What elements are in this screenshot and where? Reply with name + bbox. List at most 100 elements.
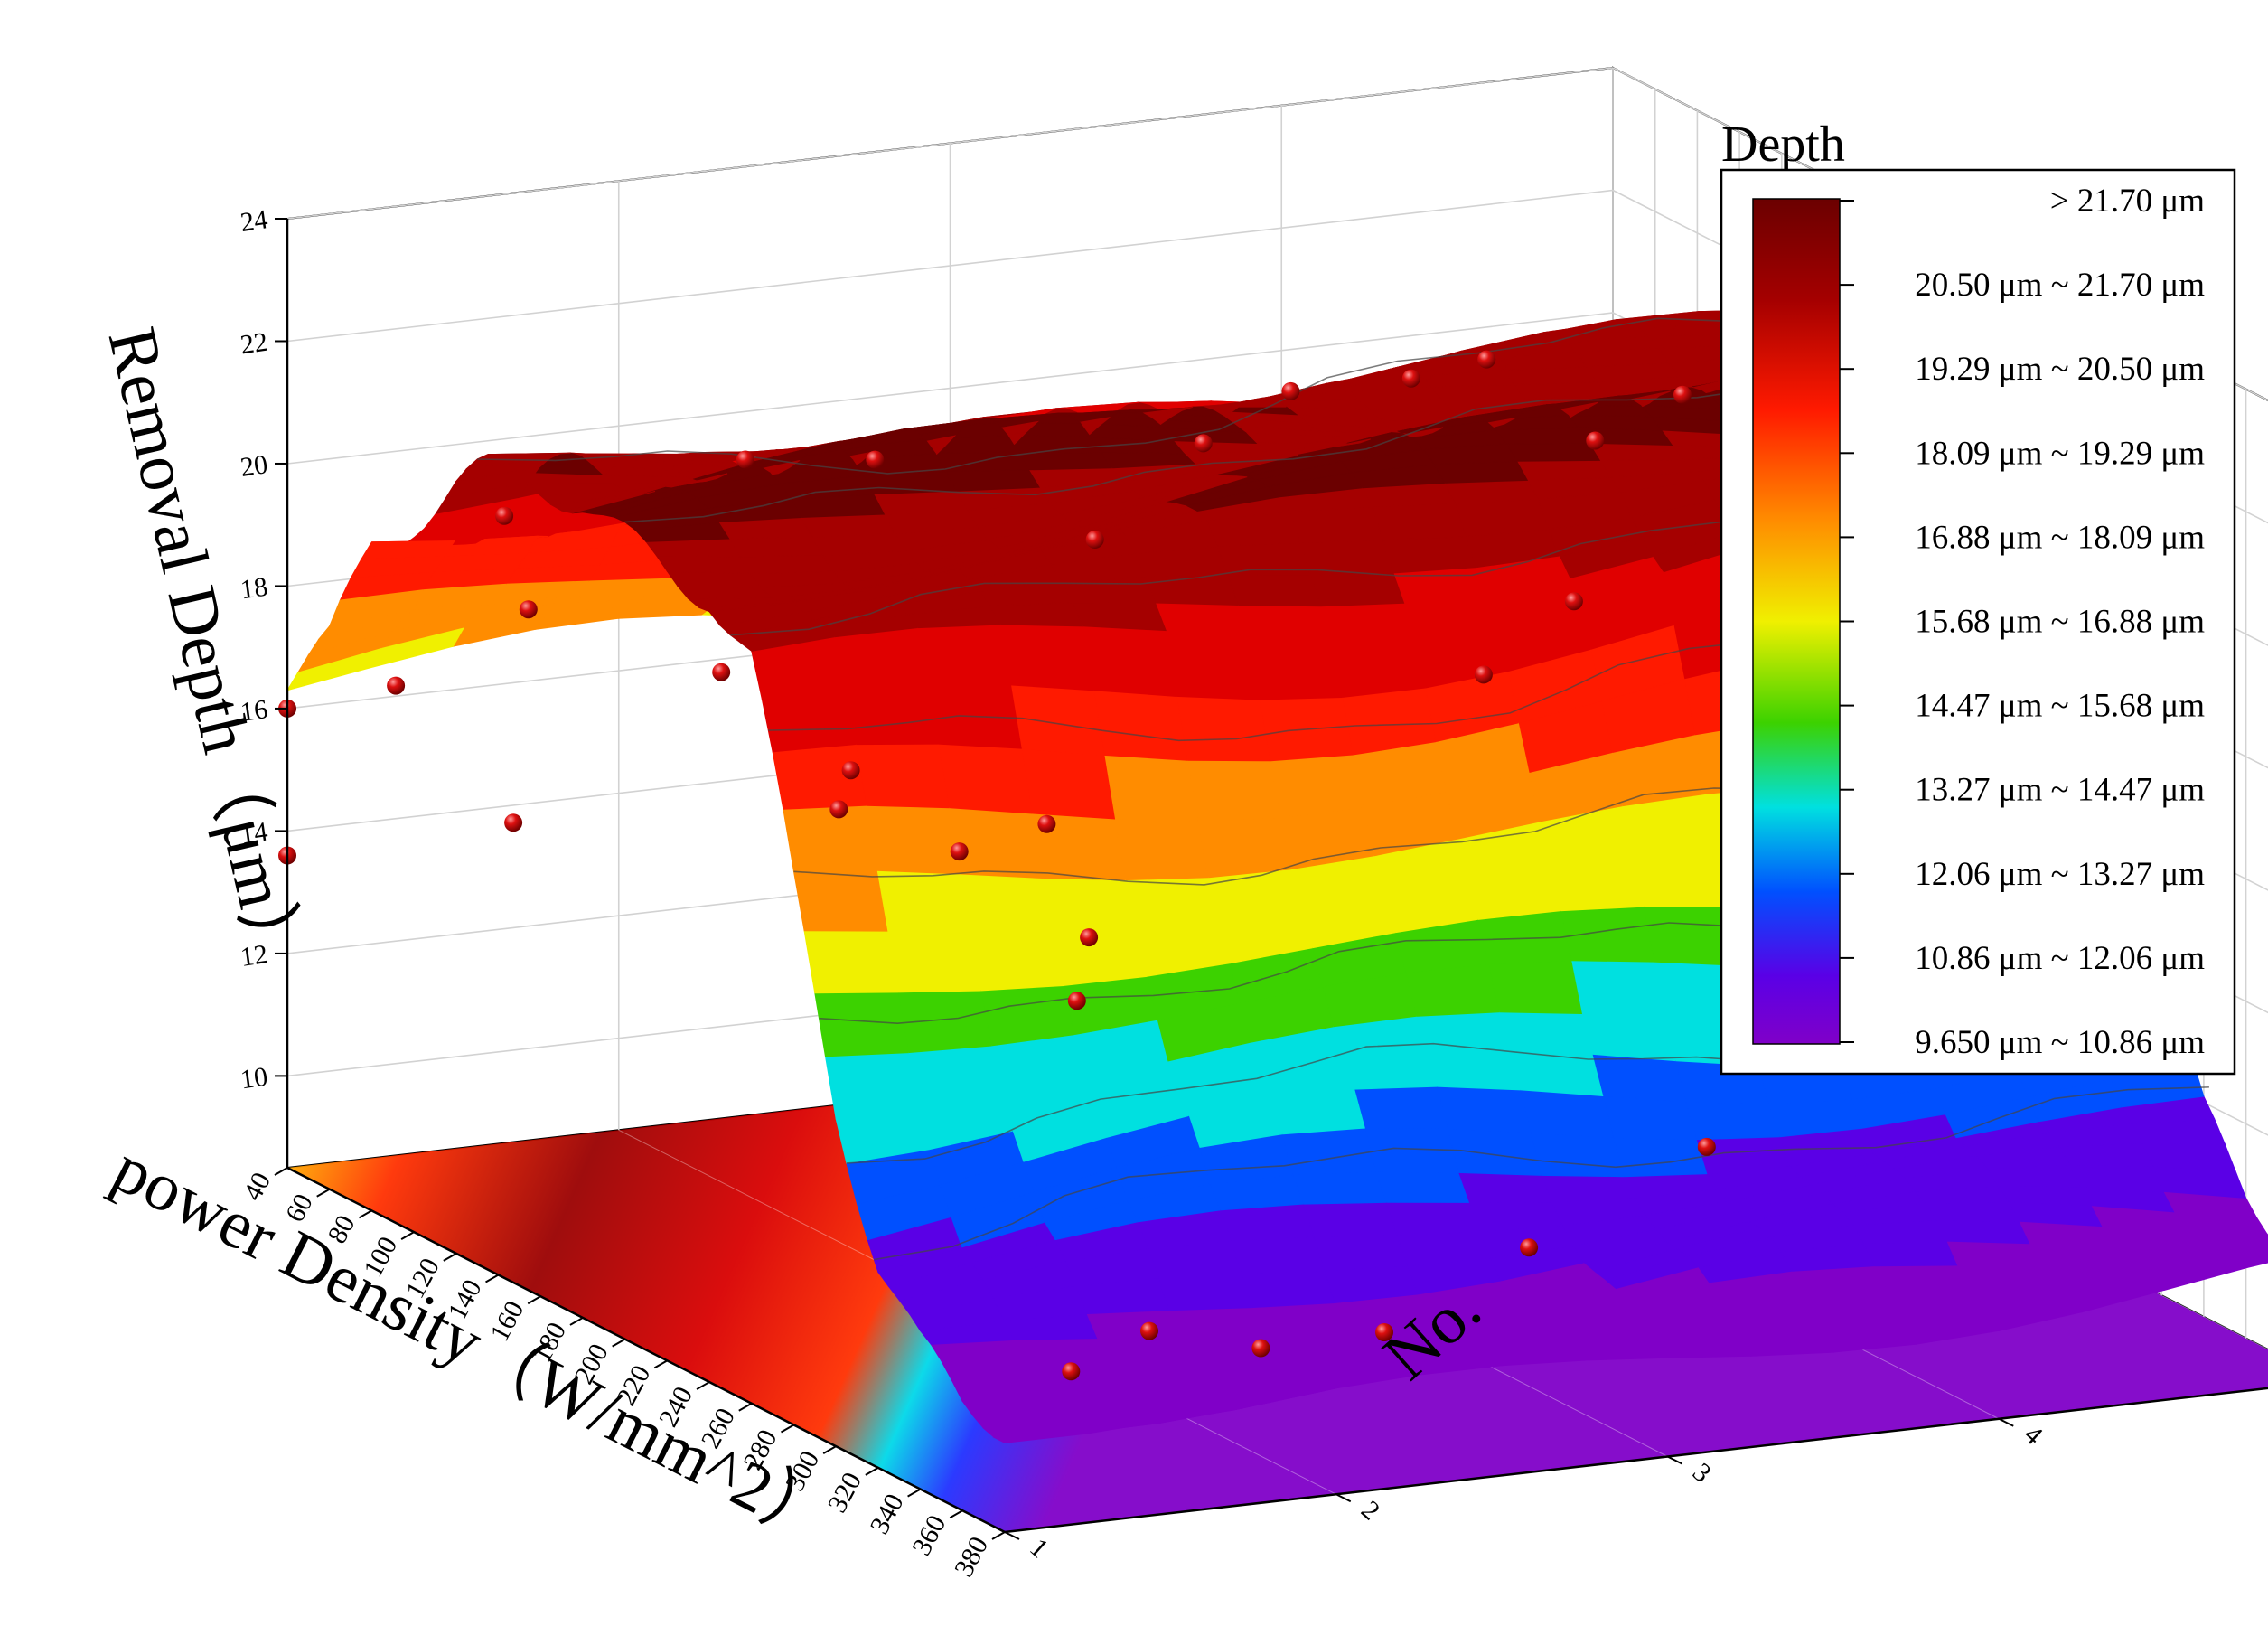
surface-facet [1167,1307,1263,1339]
x-tick-mark [991,1531,1006,1540]
y-tick-mark [1004,1531,1020,1540]
z-tick-label: 24 [239,204,269,238]
surface-facet [1436,1086,1532,1133]
surface-facet [2141,1142,2236,1171]
surface-facet [1343,1048,1438,1090]
x-tick-mark [907,1488,922,1498]
scatter-point [1375,1323,1393,1341]
z-axis-ticks: 10 12 14 16 18 20 22 24 [239,204,287,1095]
x-tick-mark [780,1424,794,1434]
surface-facet [1041,877,1137,935]
surface-facet [1241,1269,1335,1309]
surface-facet [872,490,968,515]
surface-facet [1165,630,1261,700]
surface-facet [979,984,1075,1047]
surface-facet [1404,963,1500,1017]
legend-label: 18.09 μm ~ 19.29 μm [1915,435,2205,472]
surface-facet [833,627,929,690]
x-tick-mark [400,1231,415,1240]
scatter-point [1401,369,1420,388]
surface-facet [800,513,895,538]
surface-facet [1591,1053,1687,1103]
y-tick-label: 2 [1355,1495,1385,1527]
z-axis-title: Removal Depth（μm） [93,321,315,982]
surface-facet [1811,1306,1907,1332]
scatter-point [504,813,523,832]
surface-facet [1009,684,1105,756]
surface-facet [1385,1201,1480,1236]
z-tick-label: 10 [239,1062,269,1095]
legend-label: 16.88 μm ~ 18.09 μm [1915,519,2205,556]
scatter-point [1564,592,1583,611]
surface-facet [676,585,773,599]
scatter-point [841,761,860,780]
x-tick-mark [443,1252,457,1262]
surface-facet [916,624,1012,686]
surface-facet [844,682,940,746]
legend-label: 13.27 μm ~ 14.47 μm [1915,772,2205,809]
z-tick-label: 14 [239,817,269,851]
scatter-point [387,676,406,695]
surface-facet [738,555,834,574]
surface-facet [1072,601,1167,632]
y-tick-label: 4 [2019,1419,2048,1451]
surface-facet [1085,1310,1181,1340]
surface-facet [1426,1048,1521,1091]
surface-facet [1331,628,1426,699]
z-tick-label: 20 [239,449,269,483]
y-tick-mark [1667,1455,1682,1465]
surface-facet [1230,1236,1325,1274]
scatter-point [1140,1321,1158,1340]
surface-facet [1738,1330,1834,1357]
x-tick-mark [653,1359,668,1369]
surface-facet [1154,602,1250,635]
surface-facet [959,873,1054,935]
x-axis-line [286,1166,1006,1534]
scatter-point [1697,1137,1716,1156]
scatter-point [1037,814,1056,833]
legend: Depth > 21.70 μm 20.50 μm ~ 21.70 μm 19.29… [1720,117,2236,1076]
surface-facet [1570,960,1665,1020]
surface-facet [886,930,981,993]
surface-facet [1862,1240,1958,1267]
surface-facet [824,1052,920,1120]
z-tick-label: 18 [239,572,269,606]
surface-facet [1560,906,1655,963]
scatter-point [1062,1362,1081,1381]
surface-facet [792,870,888,932]
x-tick-mark [949,1509,963,1519]
surface-facet [1044,1405,1140,1421]
surface-facet [727,536,823,558]
surface-facet [1289,505,1383,543]
surface-facet [876,870,971,934]
surface-facet [1092,690,1188,761]
x-tick-mark [274,1167,288,1176]
surface-facet [1313,1234,1408,1271]
surface-facet [1454,498,1550,538]
surface-facet [1443,479,1539,504]
surface-facet [1873,1264,1969,1287]
surface-facet [999,624,1094,691]
surface-facet [1196,816,1292,879]
surface-facet [1540,1174,1635,1203]
z-tick-label: 16 [239,694,269,728]
scatter-point [1474,665,1493,684]
surface-facet [969,932,1064,992]
surface-facet [1269,754,1364,818]
surface-facet [1447,1127,1542,1176]
surface-facet [1248,634,1343,700]
legend-label: 14.47 μm ~ 15.68 μm [1915,688,2205,725]
x-tick-mark [569,1317,584,1326]
z-tick-label: 22 [239,327,269,361]
surface-facet [655,555,751,574]
scatter-point [866,450,885,469]
x-tick-mark [738,1402,753,1412]
surface-facet [1515,459,1611,481]
surface-facet [937,743,1033,814]
surface-facet [941,1360,1036,1386]
surface-facet [1588,442,1683,461]
surface-facet [1505,442,1601,462]
surface-facet [1280,1127,1376,1175]
scatter-point [1586,431,1605,450]
